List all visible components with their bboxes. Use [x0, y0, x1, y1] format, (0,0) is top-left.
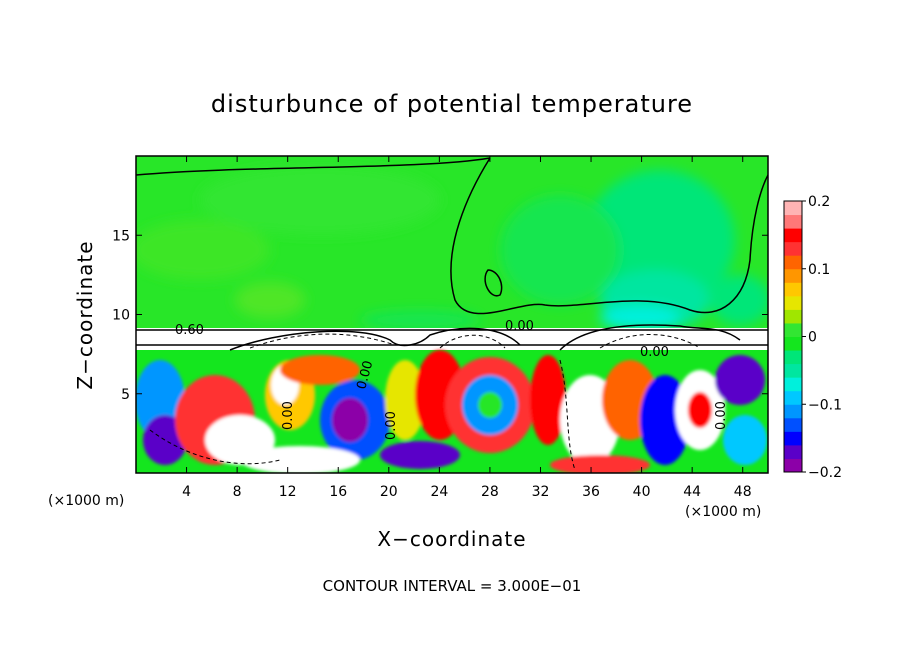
colorbar-swatch: [784, 377, 802, 392]
x-axis-ticks: 4 8 12 16 20 24 28 32 36 40 44 48: [182, 156, 752, 500]
contour-label: 0.00: [281, 401, 296, 430]
contour-label: 0.00: [384, 411, 399, 440]
contour-label: 0.00: [714, 401, 729, 430]
colorbar-tick-label: −0.2: [808, 465, 842, 481]
colorbar-swatch: [784, 363, 802, 378]
y-tick-label: 5: [121, 387, 130, 403]
colorbar-swatch: [784, 431, 802, 446]
contour-label: 0.00: [640, 345, 669, 360]
colorbar-tick-label: −0.1: [808, 397, 842, 413]
colorbar-tick-label: 0: [808, 330, 817, 346]
x-tick-label: 12: [279, 484, 297, 500]
contour-interval-text: CONTOUR INTERVAL = 3.000E−01: [323, 577, 582, 595]
colorbar-tick-label: 0.1: [808, 262, 830, 278]
x-axis-label: X−coordinate: [377, 527, 526, 551]
x-tick-label: 16: [329, 484, 347, 500]
colorbar-ticks: 0.2 0.1 0 −0.1 −0.2: [802, 194, 842, 481]
contour-label: 0.60: [175, 323, 204, 338]
colorbar-swatch: [784, 295, 802, 310]
y-axis-label: Z−coordinate: [73, 240, 97, 389]
colorbar-swatch: [784, 444, 802, 459]
colorbar-swatch: [784, 404, 802, 419]
y-tick-label: 10: [112, 308, 130, 324]
colorbar-swatch: [784, 309, 802, 324]
colorbar-tick-label: 0.2: [808, 194, 830, 210]
x-tick-label: 48: [734, 484, 752, 500]
contour-lines: [136, 157, 768, 351]
colorbar-swatch: [784, 228, 802, 243]
colorbar-swatch: [784, 350, 802, 365]
colorbar-swatch: [784, 282, 802, 297]
colorbar-swatch: [784, 417, 802, 432]
colorbar-swatch: [784, 390, 802, 405]
colorbar-swatch: [784, 322, 802, 337]
y-tick-label: 15: [112, 228, 130, 244]
colorbar-swatch: [784, 268, 802, 283]
contour-label: 0.00: [354, 359, 376, 391]
contour-label: 0.00: [505, 319, 534, 334]
colorbar-swatch: [784, 241, 802, 256]
x-tick-label: 20: [380, 484, 398, 500]
colorbar: [783, 200, 803, 473]
x-tick-label: 36: [582, 484, 600, 500]
stable-band: [136, 328, 768, 350]
x-tick-label: 32: [532, 484, 550, 500]
colorbar-swatch: [784, 214, 802, 229]
colorbar-swatch: [784, 201, 802, 216]
colorbar-swatch: [784, 255, 802, 270]
x-unit-left: (×1000 m): [48, 493, 124, 509]
x-tick-label: 4: [182, 484, 191, 500]
chart-title: disturbunce of potential temperature: [211, 90, 693, 118]
contour-label-group: 0.60 0.00 0.00 0.00 0.00 0.00 0.00: [175, 319, 729, 440]
x-tick-label: 40: [633, 484, 651, 500]
y-axis-ticks: 5 10 15: [112, 228, 768, 403]
x-tick-label: 28: [481, 484, 499, 500]
x-unit-right: (×1000 m): [685, 504, 761, 520]
plot-field: 0.60 0.00 0.00 0.00 0.00 0.00 0.00: [136, 156, 768, 473]
x-tick-label: 24: [430, 484, 448, 500]
x-tick-label: 8: [233, 484, 242, 500]
turbulent-eddies: [136, 350, 767, 473]
colorbar-swatch: [784, 458, 802, 473]
x-tick-label: 44: [683, 484, 701, 500]
contour-dashed: [149, 333, 701, 471]
colorbar-swatch: [784, 336, 802, 351]
upper-layer-shading: [136, 165, 768, 330]
